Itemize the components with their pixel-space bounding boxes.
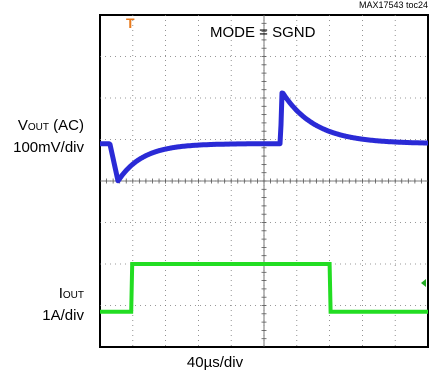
vout-scale: 100mV/div [13,139,84,156]
vout-name: VOUT (AC) [17,117,84,134]
iout-scale: 1A/div [42,307,84,324]
svg-text:T: T [126,15,135,31]
vout-channel-label: VOUT (AC) 100mV/div [6,116,84,158]
document-id: MAX17543 toc24 [358,0,428,10]
time-scale-label: 40µs/div [186,354,244,371]
mode-label: MODE = SGND [210,24,316,41]
trigger-marker-icon: T [126,15,135,31]
iout-name: IOUT [58,285,84,302]
iout-trace [100,262,428,314]
traces [98,90,430,314]
iout-ref-marker-icon [421,279,426,287]
vout-trace [98,90,430,184]
iout-channel-label: IOUT 1A/div [6,284,84,326]
grid [100,15,428,347]
